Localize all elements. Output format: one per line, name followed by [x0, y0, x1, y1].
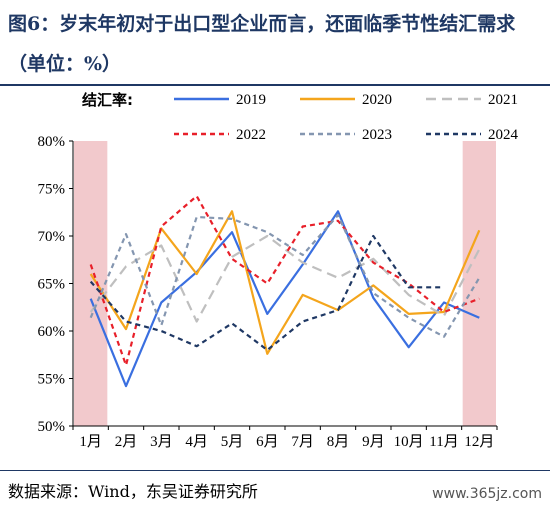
series-line-2019: [89, 210, 480, 388]
series-line-2020: [89, 210, 481, 355]
y-tick-label: 65%: [38, 277, 66, 293]
series-line-2022: [89, 194, 480, 367]
series-line-2023: [89, 214, 481, 338]
legend-label-2020: 2020: [362, 92, 392, 108]
y-tick-label: 80%: [38, 134, 66, 150]
highlight-band-12: [462, 141, 496, 426]
x-tick-label: 4月: [185, 434, 208, 450]
title-divider: [0, 84, 550, 86]
series-line-2024: [89, 234, 444, 352]
y-tick-label: 75%: [38, 182, 66, 198]
series-line-2021: [89, 234, 481, 323]
y-tick-label: 70%: [38, 229, 66, 245]
legend-title: 结汇率:: [82, 91, 133, 109]
legend-label-2022: 2022: [236, 127, 266, 143]
legend-label-2021: 2021: [488, 92, 518, 108]
x-tick-label: 11月: [429, 434, 458, 450]
footer-divider: [0, 470, 550, 471]
y-tick-label: 60%: [38, 324, 66, 340]
legend-label-2024: 2024: [488, 127, 519, 143]
legend-label-2023: 2023: [362, 127, 392, 143]
line-chart: 50% 55% 60% 65% 70% 75% 80% 1月 2月 3月 4月 5月 6月 7月 8月 9月 1…: [38, 91, 519, 450]
x-tick-label: 9月: [362, 434, 385, 450]
y-tick-label: 50%: [38, 419, 66, 435]
chart-title: 图6：岁末年初对于出口型企业而言，还面临季节性结汇需求（单位：%）: [8, 13, 516, 75]
legend-label-2019: 2019: [236, 92, 266, 108]
highlight-band-1: [74, 141, 108, 426]
x-tick-label: 5月: [221, 434, 244, 450]
watermark: www.365jz.com: [432, 486, 542, 502]
x-tick-label: 8月: [327, 434, 350, 450]
x-tick-label: 1月: [79, 434, 102, 450]
x-tick-label: 3月: [150, 434, 173, 450]
x-tick-label: 7月: [291, 434, 314, 450]
source-note: 数据来源：Wind，东吴证券研究所: [8, 482, 258, 501]
x-tick-label: 10月: [394, 434, 424, 450]
y-tick-label: 55%: [38, 372, 66, 388]
x-tick-label: 6月: [256, 434, 279, 450]
x-tick-label: 12月: [464, 434, 494, 450]
x-tick-label: 2月: [115, 434, 138, 450]
